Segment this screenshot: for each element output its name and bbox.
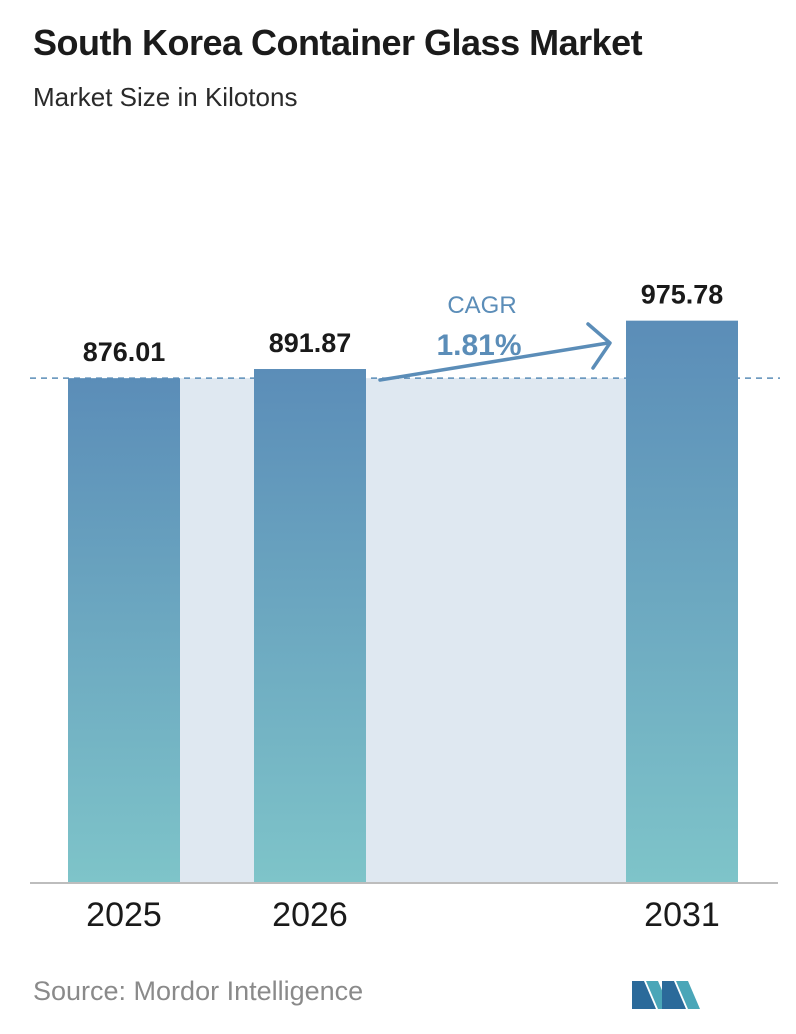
mordor-intelligence-logo-icon bbox=[632, 981, 700, 1009]
data-label-2026: 891.87 bbox=[269, 328, 352, 358]
band-2026-2031 bbox=[366, 378, 626, 883]
band-2025-2026 bbox=[180, 378, 254, 883]
cagr-value: 1.81% bbox=[436, 329, 521, 362]
cagr-arrow bbox=[378, 322, 612, 382]
bar-chart: 876.01 891.87 975.78 2025 2026 2031 CAGR 1.8… bbox=[30, 280, 780, 934]
x-tick-2025: 2025 bbox=[86, 896, 162, 934]
data-label-2025: 876.01 bbox=[83, 337, 166, 367]
x-tick-2026: 2026 bbox=[272, 896, 348, 934]
source-note: Source: Mordor Intelligence bbox=[33, 976, 364, 1006]
chart-title: South Korea Container Glass Market bbox=[33, 22, 643, 63]
chart-subtitle: Market Size in Kilotons bbox=[33, 82, 298, 112]
x-tick-2031: 2031 bbox=[644, 896, 720, 934]
cagr-label: CAGR bbox=[447, 292, 516, 319]
bar-2031 bbox=[626, 320, 738, 884]
bar-2025 bbox=[68, 378, 180, 883]
data-label-2031: 975.78 bbox=[641, 280, 724, 310]
bar-2026 bbox=[254, 369, 366, 883]
